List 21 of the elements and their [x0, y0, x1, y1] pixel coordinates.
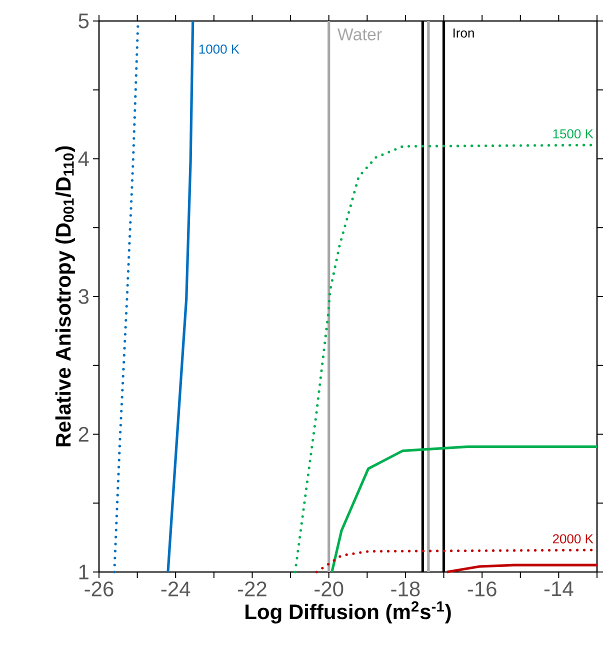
ref-line-label: Water [337, 28, 382, 40]
line-series [166, 20, 194, 574]
x-tick-label: -16 [468, 582, 496, 596]
y-tick-label: 4 [78, 152, 89, 166]
x-tick-label: -24 [161, 582, 190, 596]
y-tick-label: 1 [79, 564, 88, 580]
y-tick-label: 3 [78, 289, 89, 304]
series-label: 1500 K [553, 129, 594, 138]
x-tick-label: -20 [314, 582, 344, 596]
x-tick-label: -14 [544, 582, 574, 596]
x-tick-label: -22 [238, 582, 266, 596]
y-axis-title: Relative Anisotropy (D$_{001}$/D$_{110}$) [55, 146, 75, 446]
ref-line-label: Iron [454, 28, 474, 38]
line-series [330, 445, 598, 574]
x-tick-label: -26 [84, 582, 114, 596]
series-label: 1000 K [199, 44, 240, 54]
series-label: 2000 K [552, 534, 594, 544]
x-axis-title: Log Diffusion (m$^{2}$s$^{-1}$) [246, 601, 451, 624]
x-tick-label: -18 [391, 582, 420, 596]
y-tick-label: 2 [78, 426, 88, 442]
y-tick-label: 5 [78, 14, 89, 28]
